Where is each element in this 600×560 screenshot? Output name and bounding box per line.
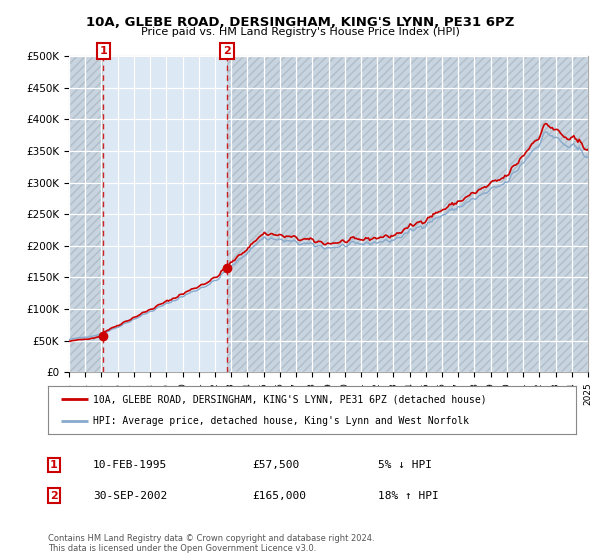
- Text: Price paid vs. HM Land Registry's House Price Index (HPI): Price paid vs. HM Land Registry's House …: [140, 27, 460, 37]
- Text: 10A, GLEBE ROAD, DERSINGHAM, KING'S LYNN, PE31 6PZ (detached house): 10A, GLEBE ROAD, DERSINGHAM, KING'S LYNN…: [93, 394, 487, 404]
- Text: Contains HM Land Registry data © Crown copyright and database right 2024.
This d: Contains HM Land Registry data © Crown c…: [48, 534, 374, 553]
- Text: 2: 2: [50, 491, 58, 501]
- Text: HPI: Average price, detached house, King's Lynn and West Norfolk: HPI: Average price, detached house, King…: [93, 416, 469, 426]
- Text: £57,500: £57,500: [252, 460, 299, 470]
- Text: £165,000: £165,000: [252, 491, 306, 501]
- Text: 10-FEB-1995: 10-FEB-1995: [93, 460, 167, 470]
- Text: 5% ↓ HPI: 5% ↓ HPI: [378, 460, 432, 470]
- Text: 18% ↑ HPI: 18% ↑ HPI: [378, 491, 439, 501]
- Text: 1: 1: [100, 46, 107, 56]
- Text: 1: 1: [50, 460, 58, 470]
- Text: 30-SEP-2002: 30-SEP-2002: [93, 491, 167, 501]
- Text: 10A, GLEBE ROAD, DERSINGHAM, KING'S LYNN, PE31 6PZ: 10A, GLEBE ROAD, DERSINGHAM, KING'S LYNN…: [86, 16, 514, 29]
- Text: 2: 2: [223, 46, 231, 56]
